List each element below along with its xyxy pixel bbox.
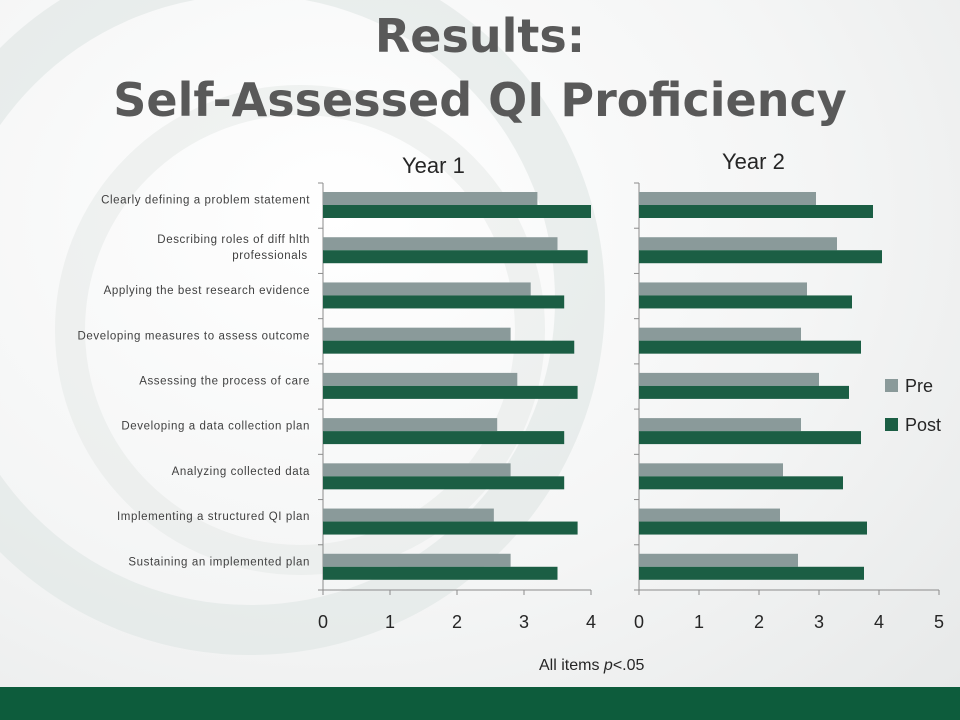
category-label: Assessing the process of care — [139, 376, 310, 388]
category-label: Developing a data collection plan — [121, 421, 310, 433]
year2-bar-post — [639, 340, 861, 354]
year1-bar-post — [323, 250, 588, 264]
year1-bar-post — [323, 476, 565, 490]
year2-bar-post — [639, 476, 843, 490]
year1-bar-pre — [323, 508, 494, 522]
year2-bar-pre — [639, 463, 783, 477]
year1-bar-pre — [323, 282, 531, 296]
year1-bar-pre — [323, 237, 558, 251]
year1-bar-post — [323, 566, 558, 580]
year2-bar-pre — [639, 282, 807, 296]
category-label: professionals — [232, 250, 308, 262]
year2-bar-post — [639, 431, 861, 445]
year2-x-tick-label: 2 — [754, 612, 764, 632]
year1-x-tick-label: 2 — [452, 612, 462, 632]
year1-x-tick-label: 3 — [519, 612, 529, 632]
category-label: Applying the best research evidence — [104, 285, 310, 297]
slide-title-line2: Self-Assessed QI Proficiency — [113, 73, 847, 127]
legend-post-label: Post — [905, 415, 941, 435]
category-label: Clearly defining a problem statement — [101, 195, 310, 207]
year1-bar-pre — [323, 192, 538, 205]
year2-x-tick-label: 1 — [694, 612, 704, 632]
footnote-p: p — [603, 657, 613, 674]
year2-bar-pre — [639, 192, 816, 205]
year1-bar-pre — [323, 463, 511, 477]
legend-post-swatch — [885, 418, 898, 431]
year1-x-tick-label: 0 — [318, 612, 328, 632]
year1-bar-pre — [323, 327, 511, 341]
year2-bar-post — [639, 566, 864, 580]
year2-bar-pre — [639, 553, 798, 567]
year1-x-tick-label: 4 — [586, 612, 596, 632]
year2-bar-pre — [639, 418, 801, 432]
year2-bar-post — [639, 385, 849, 399]
year2-bar-post — [639, 521, 867, 535]
year2-x-tick-label: 4 — [874, 612, 884, 632]
year2-bar-pre — [639, 237, 837, 251]
year1-bar-pre — [323, 372, 518, 386]
year1-bar-post — [323, 340, 575, 354]
bar-charts: 0 1 2 3 4 Clearly defining a problem statemen… — [77, 182, 944, 632]
legend-pre-swatch — [885, 379, 898, 392]
year2-bar-pre — [639, 327, 801, 341]
year1-bar-post — [323, 521, 578, 535]
chart-title-year1: Year 1 — [402, 153, 465, 178]
year2-x-tick-label: 5 — [934, 612, 944, 632]
category-label: Implementing a structured QI plan — [117, 511, 310, 523]
year2-bar-post — [639, 250, 882, 264]
category-label: Developing measures to assess outcome — [77, 330, 310, 342]
footnote: All items p<.05 — [539, 657, 644, 675]
year2-bar-pre — [639, 508, 780, 522]
slide-title-line1: Results: — [374, 9, 586, 63]
year2-x-tick-label: 0 — [634, 612, 644, 632]
year1-bar-post — [323, 431, 565, 445]
footnote-prefix: All items — [539, 657, 604, 674]
footer-bar — [0, 687, 960, 720]
year2-bar-post — [639, 205, 873, 218]
year2-x-tick-label: 3 — [814, 612, 824, 632]
year1-bar-pre — [323, 553, 511, 567]
year2-bar-pre — [639, 372, 819, 386]
year1-bar-post — [323, 205, 591, 218]
category-label: Sustaining an implemented plan — [128, 556, 310, 568]
year1-bar-post — [323, 295, 565, 309]
year1-x-tick-label: 1 — [385, 612, 395, 632]
category-label: Describing roles of diff hlth — [157, 234, 310, 246]
chart-title-year2: Year 2 — [722, 149, 785, 174]
year2-bar-post — [639, 295, 852, 309]
footnote-suffix: <.05 — [612, 657, 645, 674]
year1-bar-post — [323, 385, 578, 399]
legend-pre-label: Pre — [905, 376, 933, 396]
category-label: Analyzing collected data — [172, 466, 310, 478]
year1-bar-pre — [323, 418, 498, 432]
